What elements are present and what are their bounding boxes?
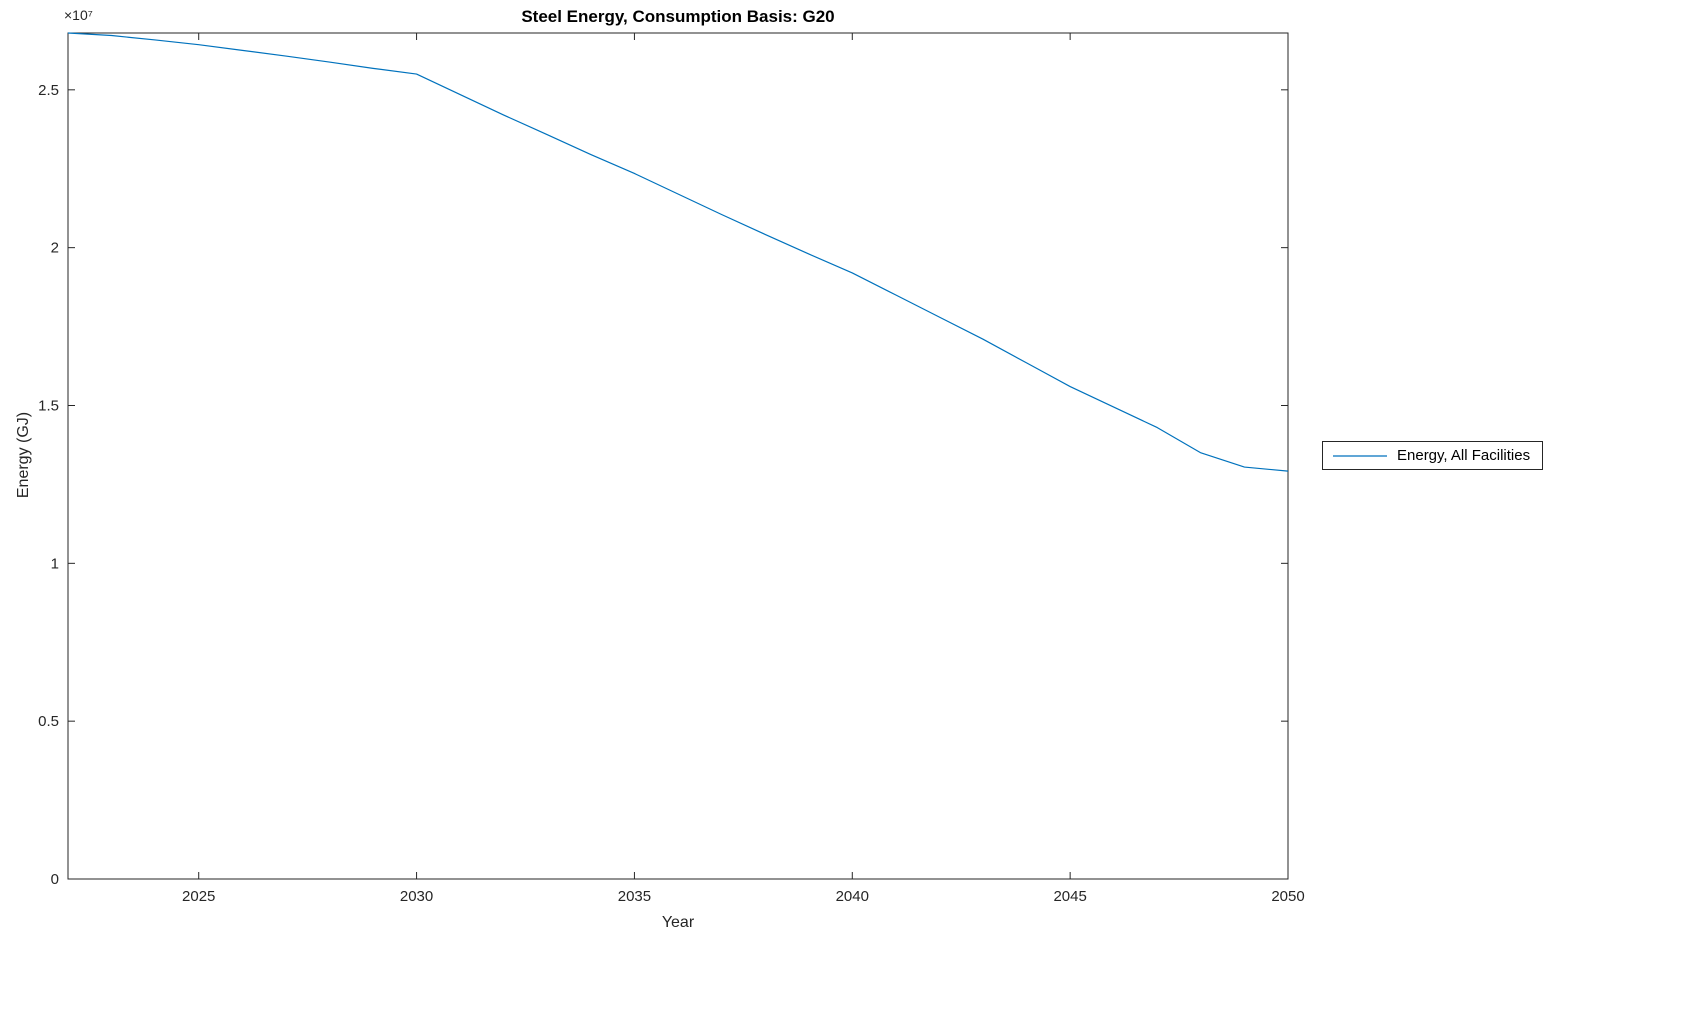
svg-text:1: 1 (51, 555, 59, 572)
legend: Energy, All Facilities (1322, 441, 1544, 470)
svg-text:0.5: 0.5 (38, 713, 59, 730)
svg-text:2: 2 (51, 240, 59, 257)
svg-text:2.5: 2.5 (38, 82, 59, 99)
y-axis-label: Energy (GJ) (15, 411, 32, 499)
legend-line-sample-icon (1333, 454, 1387, 457)
svg-text:2040: 2040 (836, 888, 869, 905)
svg-text:2045: 2045 (1053, 888, 1086, 905)
svg-text:2025: 2025 (182, 888, 215, 905)
x-axis-label: Year (661, 914, 695, 931)
svg-text:2030: 2030 (400, 888, 433, 905)
y-axis-multiplier-label: ×10⁷ (64, 7, 93, 23)
svg-text:2035: 2035 (618, 888, 651, 905)
svg-text:1.5: 1.5 (38, 397, 59, 414)
legend-entry-label: Energy, All Facilities (1397, 447, 1531, 464)
svg-text:2050: 2050 (1271, 888, 1304, 905)
chart-title: Steel Energy, Consumption Basis: G20 (521, 7, 835, 26)
svg-text:0: 0 (51, 871, 59, 888)
